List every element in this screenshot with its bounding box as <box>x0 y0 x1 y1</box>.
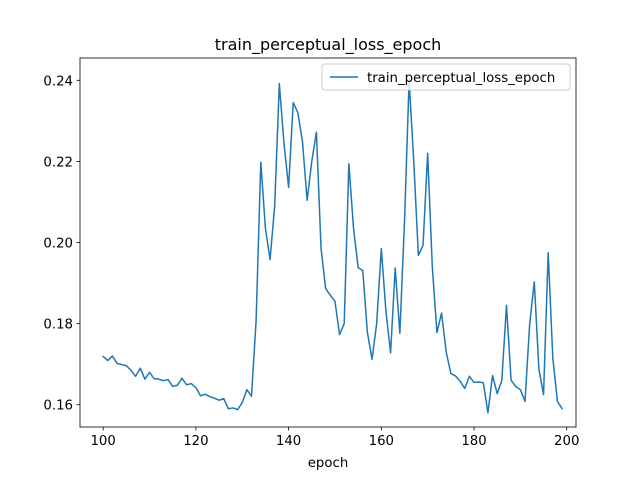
x-tick-label: 180 <box>461 434 486 449</box>
series-line <box>102 79 564 414</box>
x-tick-label: 120 <box>183 434 208 449</box>
legend-label: train_perceptual_loss_epoch <box>367 71 555 86</box>
y-tick-label: 0.24 <box>43 74 73 89</box>
y-tick-label: 0.16 <box>43 399 73 414</box>
y-tick-label: 0.22 <box>43 155 73 170</box>
y-tick-label: 0.18 <box>43 318 73 333</box>
legend-box <box>321 63 571 91</box>
x-tick-label: 200 <box>554 434 579 449</box>
x-tick-label: 160 <box>369 434 394 449</box>
legend: train_perceptual_loss_epoch <box>321 63 571 91</box>
x-tick-label: 100 <box>90 434 115 449</box>
plot-area: 100 120 140 160 180 200 0.16 0.18 0.20 0.22 0.24 <box>43 57 579 449</box>
chart-title: train_perceptual_loss_epoch <box>215 35 442 55</box>
y-tick-label: 0.20 <box>43 237 73 252</box>
x-tick-label: 140 <box>276 434 301 449</box>
x-axis-label: epoch <box>308 456 349 471</box>
